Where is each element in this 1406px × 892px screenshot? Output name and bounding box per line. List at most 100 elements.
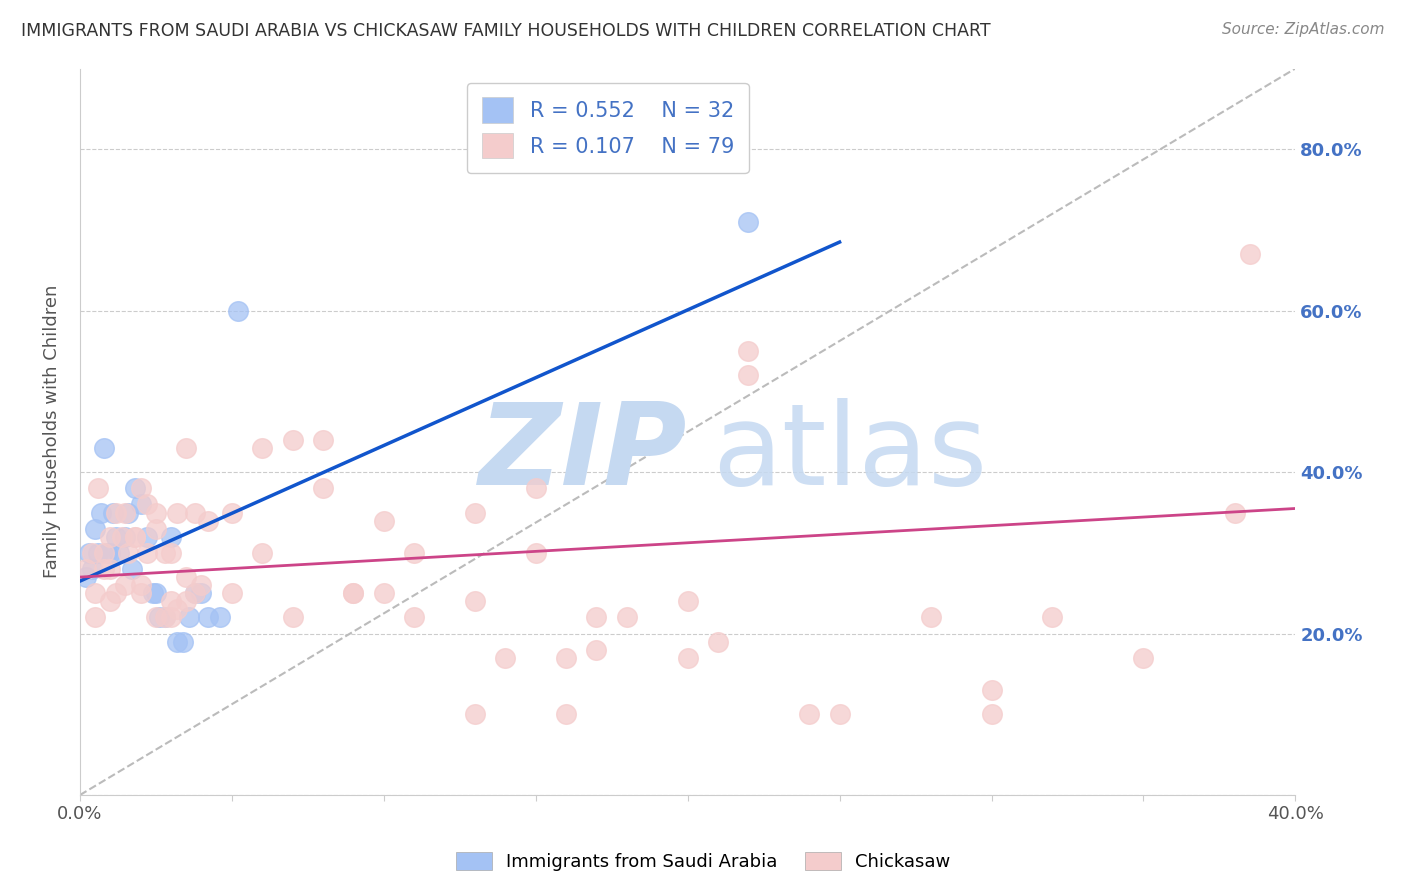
Point: [404, 610, 426, 624]
Point: [87, 546, 110, 560]
Point: [142, 586, 165, 600]
Point: [494, 650, 516, 665]
Point: [707, 634, 730, 648]
Point: [166, 506, 188, 520]
Text: atlas: atlas: [711, 398, 987, 509]
Point: [920, 610, 942, 624]
Point: [980, 683, 1002, 698]
Point: [90, 506, 112, 520]
Point: [464, 707, 486, 722]
Point: [221, 506, 243, 520]
Point: [179, 610, 201, 624]
Point: [555, 707, 578, 722]
Point: [98, 530, 121, 544]
Point: [114, 530, 136, 544]
Point: [98, 594, 121, 608]
Point: [676, 650, 699, 665]
Text: Source: ZipAtlas.com: Source: ZipAtlas.com: [1222, 22, 1385, 37]
Point: [184, 586, 207, 600]
Point: [464, 506, 486, 520]
Point: [174, 594, 197, 608]
Point: [585, 642, 607, 657]
Point: [197, 610, 219, 624]
Point: [373, 514, 395, 528]
Point: [145, 586, 167, 600]
Point: [828, 707, 851, 722]
Point: [84, 586, 107, 600]
Point: [105, 506, 128, 520]
Point: [342, 586, 364, 600]
Point: [172, 634, 194, 648]
Point: [208, 610, 231, 624]
Point: [281, 610, 304, 624]
Point: [80, 562, 103, 576]
Point: [117, 506, 139, 520]
Point: [184, 586, 207, 600]
Point: [135, 546, 157, 560]
Point: [103, 506, 125, 520]
Point: [93, 562, 115, 576]
Point: [98, 546, 121, 560]
Point: [111, 530, 134, 544]
Point: [585, 610, 607, 624]
Point: [555, 650, 578, 665]
Point: [105, 530, 128, 544]
Point: [124, 530, 146, 544]
Point: [197, 514, 219, 528]
Point: [124, 481, 146, 495]
Point: [145, 506, 167, 520]
Point: [124, 530, 146, 544]
Point: [190, 578, 212, 592]
Point: [114, 506, 136, 520]
Point: [524, 481, 547, 495]
Point: [129, 498, 152, 512]
Point: [148, 610, 170, 624]
Point: [160, 530, 183, 544]
Point: [145, 522, 167, 536]
Legend: Immigrants from Saudi Arabia, Chickasaw: Immigrants from Saudi Arabia, Chickasaw: [449, 845, 957, 879]
Point: [160, 546, 183, 560]
Point: [93, 441, 115, 455]
Point: [96, 546, 118, 560]
Point: [166, 602, 188, 616]
Legend: R = 0.552    N = 32, R = 0.107    N = 79: R = 0.552 N = 32, R = 0.107 N = 79: [467, 83, 748, 173]
Point: [98, 562, 121, 576]
Point: [737, 344, 759, 359]
Point: [153, 610, 176, 624]
Point: [75, 562, 97, 576]
Point: [226, 303, 249, 318]
Point: [342, 586, 364, 600]
Point: [153, 610, 176, 624]
Point: [1040, 610, 1063, 624]
Y-axis label: Family Households with Children: Family Households with Children: [44, 285, 60, 579]
Point: [93, 546, 115, 560]
Point: [616, 610, 638, 624]
Point: [80, 546, 103, 560]
Point: [87, 481, 110, 495]
Point: [1223, 506, 1246, 520]
Point: [184, 506, 207, 520]
Point: [117, 546, 139, 560]
Point: [190, 586, 212, 600]
Point: [250, 546, 273, 560]
Point: [281, 433, 304, 447]
Point: [145, 610, 167, 624]
Point: [1239, 247, 1261, 261]
Point: [108, 546, 131, 560]
Point: [153, 546, 176, 560]
Point: [129, 586, 152, 600]
Point: [373, 586, 395, 600]
Point: [84, 522, 107, 536]
Point: [114, 578, 136, 592]
Point: [77, 546, 100, 560]
Point: [135, 498, 157, 512]
Point: [221, 586, 243, 600]
Point: [174, 570, 197, 584]
Point: [129, 578, 152, 592]
Point: [135, 530, 157, 544]
Point: [129, 481, 152, 495]
Point: [737, 215, 759, 229]
Point: [160, 594, 183, 608]
Point: [404, 546, 426, 560]
Text: IMMIGRANTS FROM SAUDI ARABIA VS CHICKASAW FAMILY HOUSEHOLDS WITH CHILDREN CORREL: IMMIGRANTS FROM SAUDI ARABIA VS CHICKASA…: [21, 22, 991, 40]
